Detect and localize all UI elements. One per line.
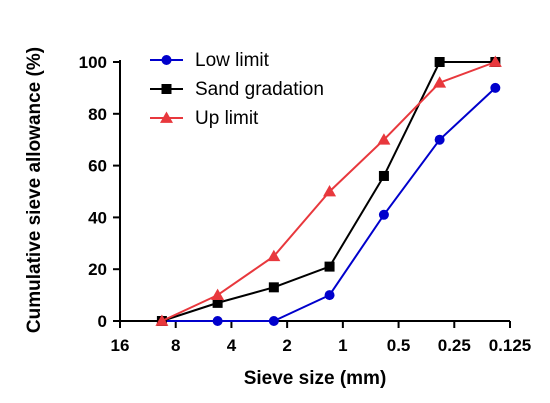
ticks: 16 8 4 2 1 0.5 0.25 0.125 0 20 40 60 80 100	[79, 53, 532, 355]
legend-item: Sand gradation	[150, 79, 324, 100]
legend-item: Up limit	[150, 108, 259, 129]
legend-marker	[161, 84, 172, 94]
data-point	[212, 297, 223, 308]
x-tick-label: 16	[111, 336, 130, 355]
x-tick-label: 4	[227, 336, 237, 355]
x-tick-label: 0.125	[489, 336, 532, 355]
x-tick-label: 0.5	[387, 336, 411, 355]
data-point	[434, 134, 445, 145]
legend-label: Up limit	[195, 108, 259, 129]
data-point	[211, 288, 225, 300]
data-point	[490, 82, 501, 93]
data-point	[488, 55, 502, 67]
data-point	[268, 282, 279, 293]
data-point	[323, 185, 337, 197]
data-point	[268, 316, 279, 326]
y-tick-label: 100	[79, 53, 107, 72]
legend-label: Sand gradation	[195, 79, 324, 100]
series-layer	[155, 55, 502, 326]
legend-label: Low limit	[195, 50, 270, 71]
data-point	[324, 290, 335, 301]
data-point	[212, 316, 223, 326]
x-axis-title: Sieve size (mm)	[244, 368, 387, 389]
legend-marker	[161, 55, 172, 65]
data-point	[378, 209, 389, 220]
legend: Low limit Sand gradation Up limit	[150, 50, 324, 129]
data-point	[434, 57, 445, 67]
series-up-limit	[155, 55, 502, 326]
y-tick-label: 0	[98, 312, 107, 331]
x-tick-label: 0.25	[438, 336, 471, 355]
data-point	[267, 249, 281, 262]
data-point	[377, 133, 391, 145]
data-point	[433, 76, 447, 88]
y-tick-label: 20	[88, 260, 107, 279]
y-tick-label: 80	[88, 105, 107, 124]
legend-marker	[160, 111, 173, 123]
x-tick-label: 8	[171, 336, 180, 355]
x-tick-label: 2	[282, 336, 291, 355]
y-axis-title: Cumulative sieve allowance (%)	[24, 47, 45, 333]
data-point	[324, 261, 335, 272]
series-low-limit	[156, 82, 501, 326]
y-tick-label: 40	[88, 208, 107, 227]
legend-item: Low limit	[150, 50, 270, 71]
data-point	[378, 170, 389, 181]
y-tick-label: 60	[88, 157, 107, 176]
data-point	[155, 314, 169, 326]
x-tick-label: 1	[338, 336, 347, 355]
